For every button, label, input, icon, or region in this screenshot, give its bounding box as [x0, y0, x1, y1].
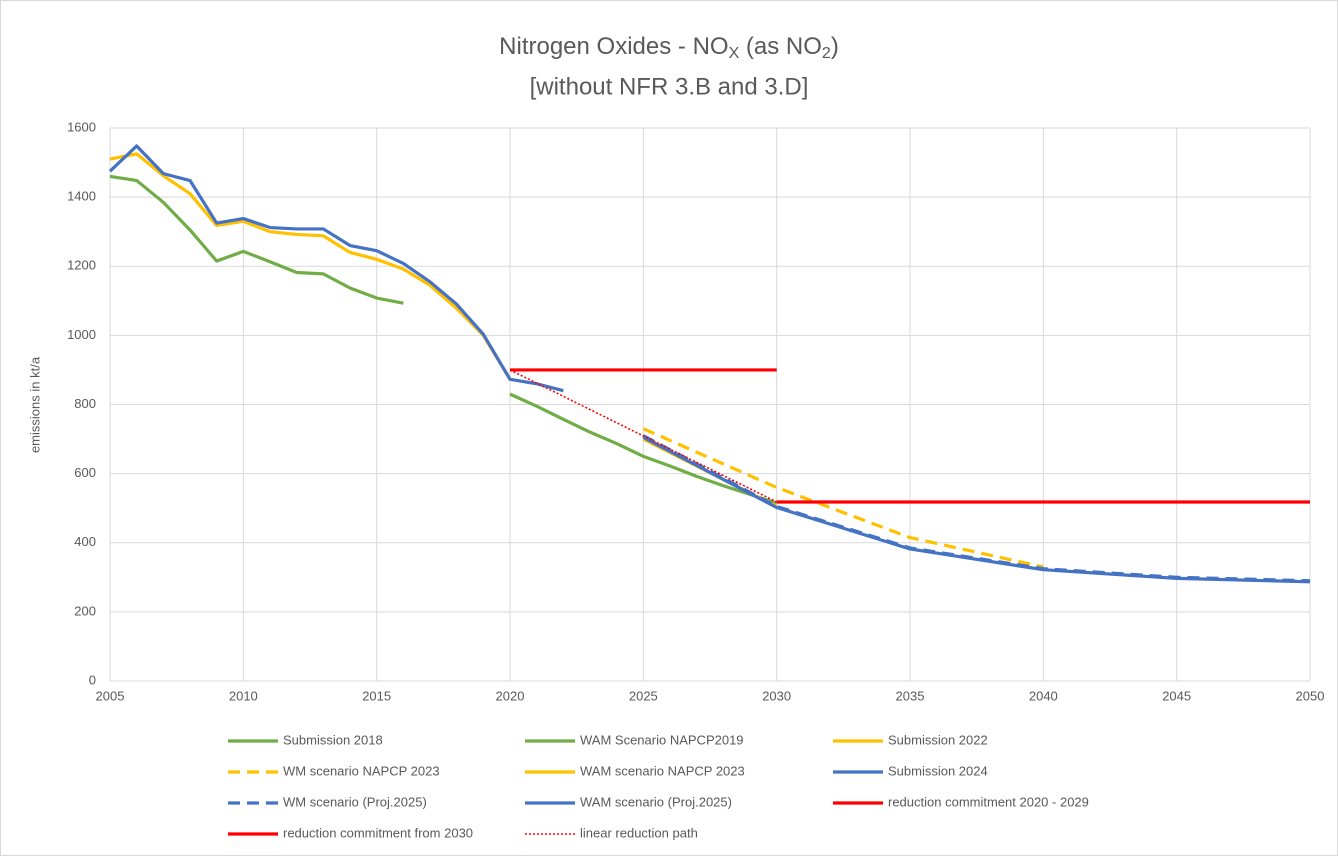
legend-label: Submission 2024: [888, 763, 988, 778]
series-line: [109, 174, 404, 305]
legend-label: Submission 2018: [283, 732, 383, 747]
title-part: (as NO: [739, 33, 822, 60]
x-tick-label: 2050: [1296, 688, 1325, 703]
x-tick-label: 2010: [229, 688, 258, 703]
x-tick-label: 2005: [96, 688, 125, 703]
x-tick-label: 2035: [896, 688, 925, 703]
y-tick-label: 1000: [67, 327, 96, 342]
legend-label: Submission 2022: [888, 732, 988, 747]
chart-title: Nitrogen Oxides - NOX (as NO2): [499, 33, 839, 62]
x-tick-label: 2040: [1029, 688, 1058, 703]
y-tick-label: 1400: [67, 189, 96, 204]
legend-label: WM scenario (Proj.2025): [283, 794, 427, 809]
y-tick-label: 600: [74, 465, 96, 480]
x-tick-label: 2025: [629, 688, 658, 703]
series-line: [642, 427, 1044, 569]
title-part: ): [831, 33, 839, 60]
legend-label: WAM Scenario NAPCP2019: [580, 732, 744, 747]
title-part: 2: [822, 45, 831, 62]
y-tick-label: 200: [74, 603, 96, 618]
series-line: [108, 144, 564, 393]
legend-label: WM scenario NAPCP 2023: [283, 763, 440, 778]
legend-label: WAM scenario NAPCP 2023: [580, 763, 745, 778]
title-part: X: [729, 45, 740, 62]
series-line: [642, 435, 1311, 584]
chart-subtitle: [without NFR 3.B and 3.D]: [530, 73, 809, 100]
y-tick-label: 800: [74, 396, 96, 411]
series-line: [509, 369, 778, 503]
y-tick-label: 1600: [67, 119, 96, 134]
legend-label: reduction commitment 2020 - 2029: [888, 794, 1089, 809]
series-line: [509, 392, 778, 505]
x-tick-label: 2015: [362, 688, 391, 703]
x-tick-label: 2020: [496, 688, 525, 703]
x-tick-label: 2045: [1162, 688, 1191, 703]
y-tick-label: 1200: [67, 258, 96, 273]
y-tick-label: 0: [89, 672, 96, 687]
y-axis-label: emissions in kt/a: [27, 356, 42, 453]
legend-label: reduction commitment from 2030: [283, 825, 473, 840]
x-tick-label: 2030: [762, 688, 791, 703]
legend-label: linear reduction path: [580, 825, 698, 840]
title-part: Nitrogen Oxides - NO: [499, 33, 728, 60]
y-tick-label: 400: [74, 534, 96, 549]
series-line: [109, 152, 512, 381]
legend-label: WAM scenario (Proj.2025): [580, 794, 732, 809]
